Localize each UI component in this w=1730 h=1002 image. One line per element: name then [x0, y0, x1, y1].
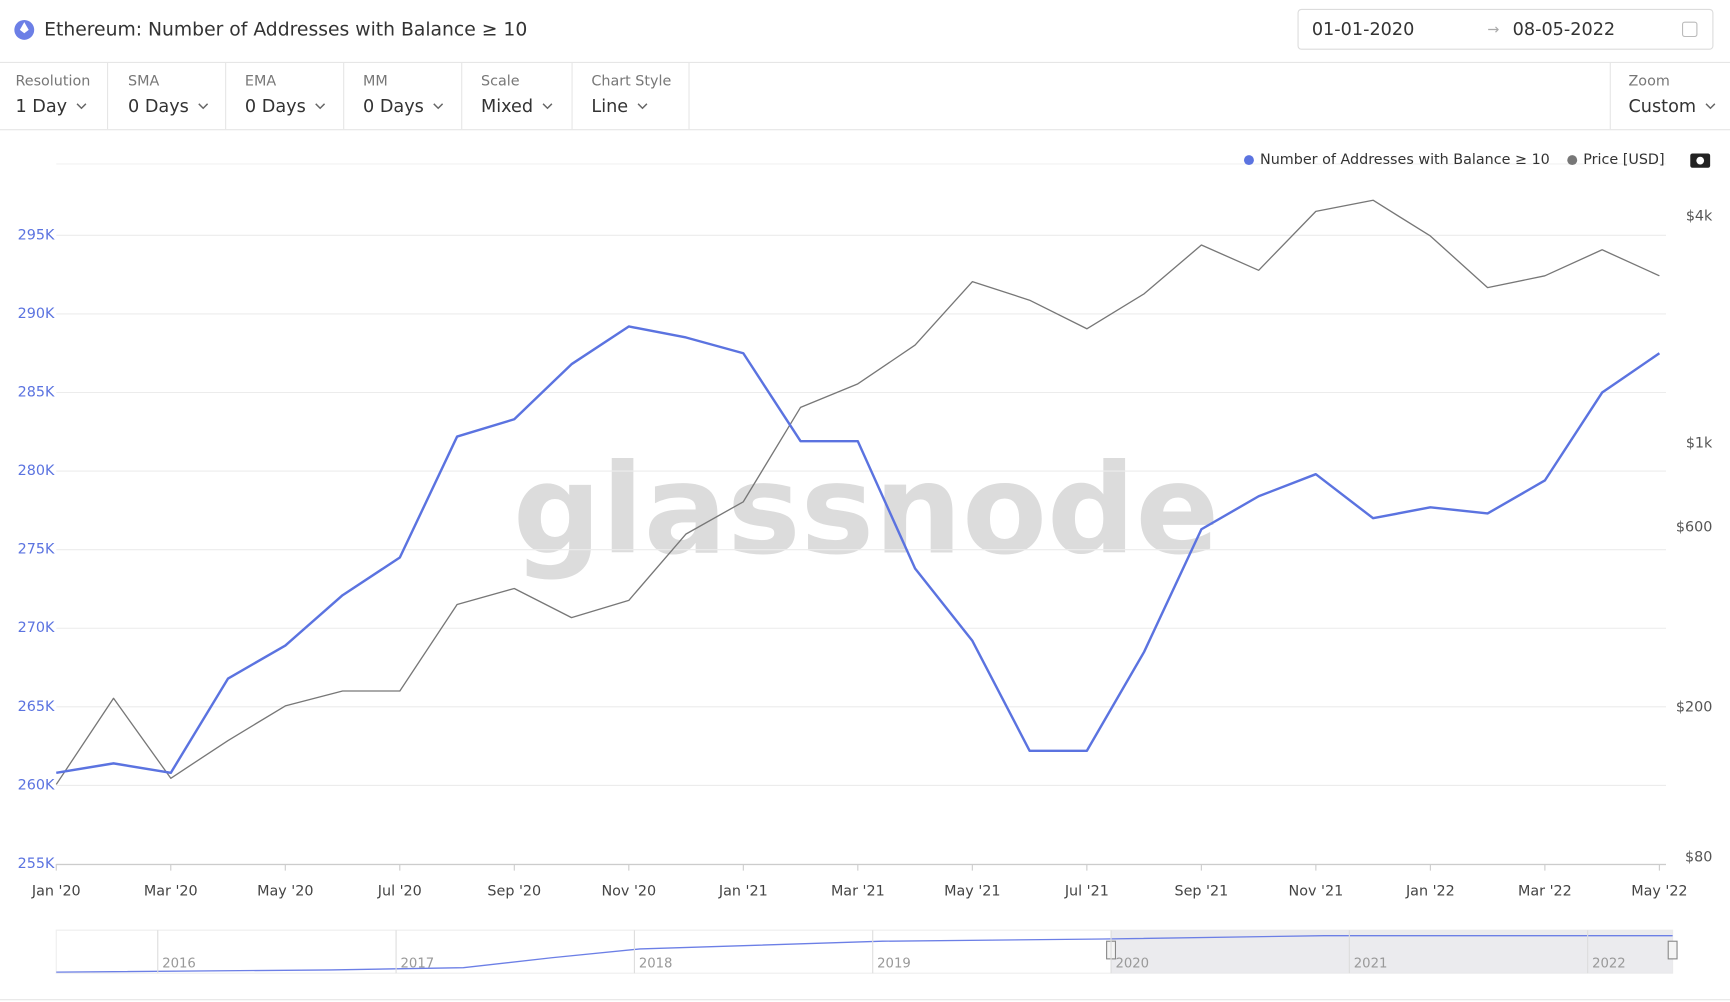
dropdown-chevron[interactable] [542, 103, 553, 110]
dropdown-chevron[interactable] [1705, 103, 1716, 110]
control-label: Scale [481, 74, 520, 90]
chart: glassnode255K260K265K270K275K280K285K290… [18, 152, 1713, 899]
y-tick-label: 260K [18, 777, 55, 793]
date-to[interactable]: 08-05-2022 [1513, 20, 1616, 40]
control-value[interactable]: Mixed [481, 97, 533, 117]
x-tick-label: Nov '21 [1289, 884, 1344, 900]
x-tick-label: Jul '21 [1064, 884, 1109, 900]
price-line [55, 199, 1660, 785]
control-label: Zoom [1628, 74, 1669, 90]
navigator-year-label: 2020 [1115, 956, 1149, 971]
y-tick-label: 265K [18, 699, 55, 715]
dropdown-chevron[interactable] [315, 103, 326, 110]
navigator-handle-right[interactable] [1667, 940, 1678, 960]
address-line [56, 325, 1661, 775]
toolbar: Resolution 1 Day SMA 0 Days EMA 0 Days MM 0 Day… [15, 62, 1716, 130]
control-value[interactable]: 0 Days [245, 97, 306, 117]
navigator-selection[interactable] [1111, 930, 1673, 974]
y2-tick-label: $600 [1676, 519, 1712, 535]
calendar-icon[interactable] [1682, 21, 1698, 38]
y2-tick-label: $1k [1686, 436, 1713, 452]
x-tick-label: Mar '21 [831, 884, 885, 900]
x-tick-label: Mar '22 [1518, 884, 1572, 900]
page-title: Ethereum: Number of Addresses with Balan… [44, 19, 527, 40]
navigator-year-label: 2016 [162, 956, 196, 971]
y2-tick-label: $80 [1685, 849, 1712, 865]
legend-marker[interactable] [1567, 155, 1578, 166]
x-tick-label: Jan '20 [31, 884, 81, 900]
control-value[interactable]: 1 Day [15, 97, 67, 117]
navigator-year-label: 2018 [639, 956, 673, 971]
navigator-year-label: 2019 [877, 956, 911, 971]
navigator-year-label: 2022 [1592, 956, 1626, 971]
dropdown-chevron[interactable] [76, 103, 87, 110]
y-tick-label: 285K [18, 385, 55, 401]
x-tick-label: Mar '20 [144, 884, 198, 900]
x-tick-label: Jul '20 [377, 884, 422, 900]
y-tick-label: 295K [18, 227, 55, 243]
y-tick-label: 275K [18, 542, 55, 558]
x-tick-label: Jan '21 [718, 884, 768, 900]
control-value[interactable]: 0 Days [363, 97, 424, 117]
control-value[interactable]: Line [591, 97, 628, 117]
dropdown-chevron[interactable] [198, 103, 209, 110]
dropdown-chevron[interactable] [433, 103, 444, 110]
control-label: MM [363, 74, 388, 90]
navigator: 2016 2017 2018 2019 2020 2021 2022 [0, 929, 1730, 1001]
control-label: SMA [128, 74, 159, 90]
x-tick-label: Nov '20 [601, 884, 656, 900]
legend-label[interactable]: Number of Addresses with Balance ≥ 10 [1260, 152, 1550, 168]
control-value[interactable]: Custom [1628, 97, 1696, 117]
x-tick-label: May '21 [944, 884, 1000, 900]
dropdown-chevron[interactable] [637, 103, 648, 110]
control-label: Chart Style [591, 74, 671, 90]
date-from[interactable]: 01-01-2020 [1312, 20, 1415, 40]
y-tick-label: 290K [18, 306, 55, 322]
camera-lens [1696, 156, 1705, 165]
y2-tick-label: $4k [1686, 209, 1713, 225]
x-tick-label: Sep '21 [1174, 884, 1228, 900]
legend-marker[interactable] [1243, 155, 1254, 166]
date-range-picker[interactable] [1297, 8, 1714, 50]
control-value[interactable]: 0 Days [128, 97, 189, 117]
y-tick-label: 255K [18, 856, 55, 872]
x-tick-label: Jan '22 [1405, 884, 1455, 900]
x-tick-label: May '20 [257, 884, 313, 900]
y2-tick-label: $200 [1676, 699, 1712, 715]
navigator-year-label: 2017 [401, 956, 435, 971]
navigator-line [56, 935, 1673, 973]
y-tick-label: 270K [18, 620, 55, 636]
date-arrow: → [1487, 22, 1499, 38]
x-tick-label: Sep '20 [487, 884, 541, 900]
y-tick-label: 280K [18, 463, 55, 479]
control-label: Resolution [15, 74, 90, 90]
eth-glyph [19, 22, 29, 34]
control-label: EMA [245, 74, 276, 90]
legend-label[interactable]: Price [USD] [1583, 152, 1664, 168]
x-tick-label: May '22 [1631, 884, 1687, 900]
navigator-year-label: 2021 [1354, 956, 1388, 971]
